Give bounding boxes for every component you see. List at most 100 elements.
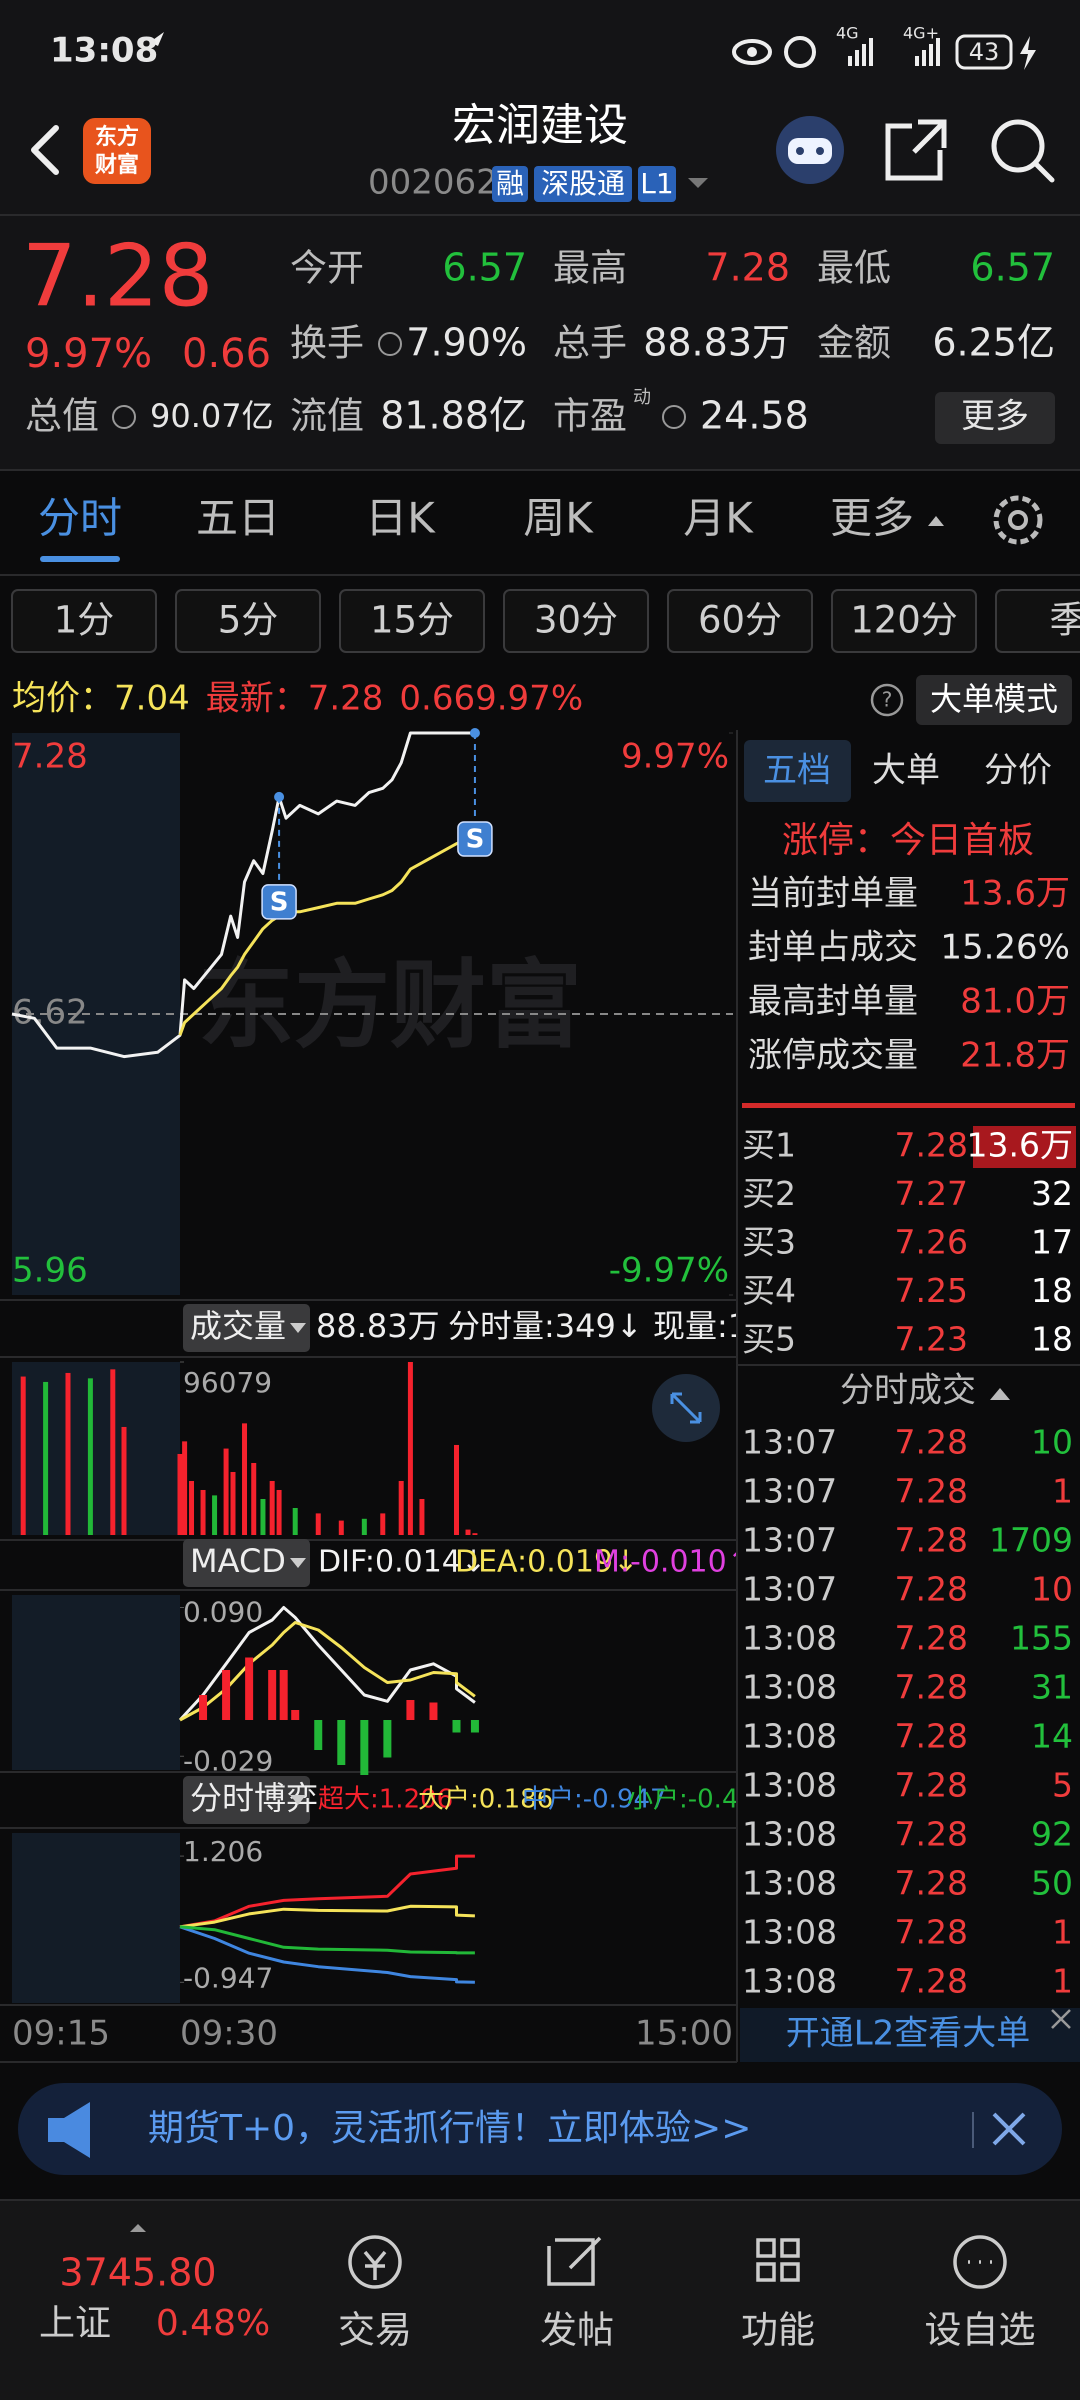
period-button[interactable] (175, 589, 321, 653)
line (179, 1904, 475, 1929)
banner[interactable] (18, 2083, 1062, 2175)
l2-link[interactable]: 开通L2查看大单 (786, 2014, 1031, 2054)
trade-volume: 5 (1052, 1766, 1073, 1805)
tab[interactable]: 更多 (830, 494, 914, 543)
book-volume: 32 (1031, 1174, 1073, 1213)
volume-bar (20, 1376, 26, 1535)
marker-badge[interactable] (457, 821, 493, 857)
settings-button[interactable] (993, 495, 1043, 545)
robot-eye (796, 147, 804, 155)
more-button[interactable] (935, 392, 1055, 444)
network-type: 4G (836, 24, 859, 43)
period-label[interactable]: 1分 (54, 599, 115, 642)
nav-icon[interactable] (547, 2236, 602, 2286)
stock-tag: 融 (496, 167, 524, 200)
trade-time: 13:08 (742, 1619, 837, 1658)
info-icon[interactable] (662, 405, 686, 429)
info-change: 0.66 (399, 679, 475, 719)
trade-time: 13:07 (742, 1472, 837, 1511)
indicator-button[interactable] (183, 1304, 310, 1352)
side-panel (737, 730, 1080, 2062)
trade-time: 13:08 (742, 1766, 837, 1805)
period-button[interactable] (503, 589, 649, 653)
trade-price: 7.28 (895, 1570, 968, 1609)
nav-item[interactable]: 发帖 (540, 2309, 614, 2352)
marker-badge[interactable] (261, 884, 297, 920)
index-value[interactable]: 3745.80 (59, 2251, 216, 2295)
tab[interactable]: 分时 (38, 494, 122, 543)
nav-icon[interactable] (953, 2235, 1007, 2289)
nav-item[interactable]: 功能 (741, 2309, 815, 2352)
help-glyph: ? (882, 688, 893, 712)
macd-bar (199, 1695, 208, 1720)
indicator-button[interactable] (183, 1539, 310, 1587)
y2-tick-label: 9.97% (621, 737, 729, 777)
period-label[interactable]: 15分 (370, 599, 454, 642)
change-pct: 9.97% (25, 331, 152, 377)
side-tab[interactable]: 大单 (872, 751, 940, 791)
indicator-button[interactable] (183, 1776, 310, 1824)
period-label[interactable]: 60分 (698, 599, 782, 642)
field-label: 最高 (553, 247, 627, 290)
indicator-value: DIF:0.014↓ (318, 1545, 486, 1580)
macd-bar (279, 1670, 288, 1720)
more-label[interactable]: 更多 (961, 397, 1029, 437)
macd-bar (222, 1670, 231, 1720)
field-value: 7.90% (406, 321, 527, 365)
indicator-name[interactable]: MACD (190, 1542, 286, 1580)
nav-item[interactable]: 交易 (338, 2309, 412, 2352)
tab[interactable]: 周K (523, 494, 594, 543)
x-tick-label: 09:30 (180, 2014, 278, 2054)
tab[interactable]: 日K (365, 494, 436, 543)
period-button[interactable] (995, 589, 1080, 653)
field-value: 88.83万 (643, 321, 790, 365)
volume-bar (121, 1426, 127, 1535)
side-tab[interactable]: 分价 (984, 751, 1052, 791)
y2-tick-label: -9.97% (609, 1251, 729, 1291)
info-icon[interactable] (112, 405, 136, 429)
nav-icon[interactable] (756, 2238, 800, 2282)
volume-bar (465, 1529, 471, 1535)
trade-volume: 50 (1031, 1864, 1073, 1903)
period-label[interactable]: 30分 (534, 599, 618, 642)
y-tick-label: 96079 (183, 1366, 272, 1399)
status-icon (150, 32, 164, 46)
banner-text[interactable]: 期货T+0，灵活抓行情！立即体验>> (148, 2108, 751, 2149)
period-label[interactable]: 120分 (850, 599, 958, 642)
period-label[interactable]: 季 (1050, 599, 1080, 642)
close-icon[interactable] (1051, 2009, 1071, 2029)
share-button[interactable] (885, 119, 947, 181)
help-icon[interactable] (870, 683, 904, 717)
tab[interactable]: 五日 (196, 494, 280, 543)
last-price: 7.28 (22, 226, 213, 326)
index-change[interactable]: 0.48% (156, 2303, 270, 2344)
nav-icon[interactable] (348, 2235, 402, 2289)
index-name[interactable]: 上证 (39, 2303, 111, 2344)
period-button[interactable] (667, 589, 813, 653)
period-button[interactable] (339, 589, 485, 653)
mode-label[interactable]: 大单模式 (930, 680, 1058, 718)
trades-arrow (990, 1388, 1010, 1400)
trade-volume: 1 (1052, 1913, 1073, 1952)
period-button[interactable] (11, 589, 157, 653)
megaphone-icon (48, 2102, 90, 2158)
banner-close[interactable] (992, 2112, 1026, 2146)
tab[interactable]: 月K (683, 494, 754, 543)
info-icon[interactable] (378, 332, 402, 356)
dropdown-arrow[interactable] (688, 178, 708, 188)
side-tab[interactable]: 五档 (763, 751, 831, 791)
stat-value: 15.26% (940, 928, 1070, 968)
trade-price: 7.28 (895, 1815, 968, 1854)
l2-bar[interactable] (740, 2008, 1080, 2062)
back-button[interactable] (31, 125, 59, 175)
search-button[interactable] (991, 119, 1045, 173)
volume-bar (398, 1480, 404, 1535)
indicator-name[interactable]: 成交量 (190, 1307, 286, 1345)
period-button[interactable] (831, 589, 977, 653)
info-avg: 7.04 (114, 679, 190, 719)
nav-item[interactable]: 设自选 (925, 2309, 1036, 2352)
period-label[interactable]: 5分 (218, 599, 279, 642)
mode-button[interactable] (916, 675, 1072, 725)
trade-price: 7.28 (895, 1521, 968, 1560)
